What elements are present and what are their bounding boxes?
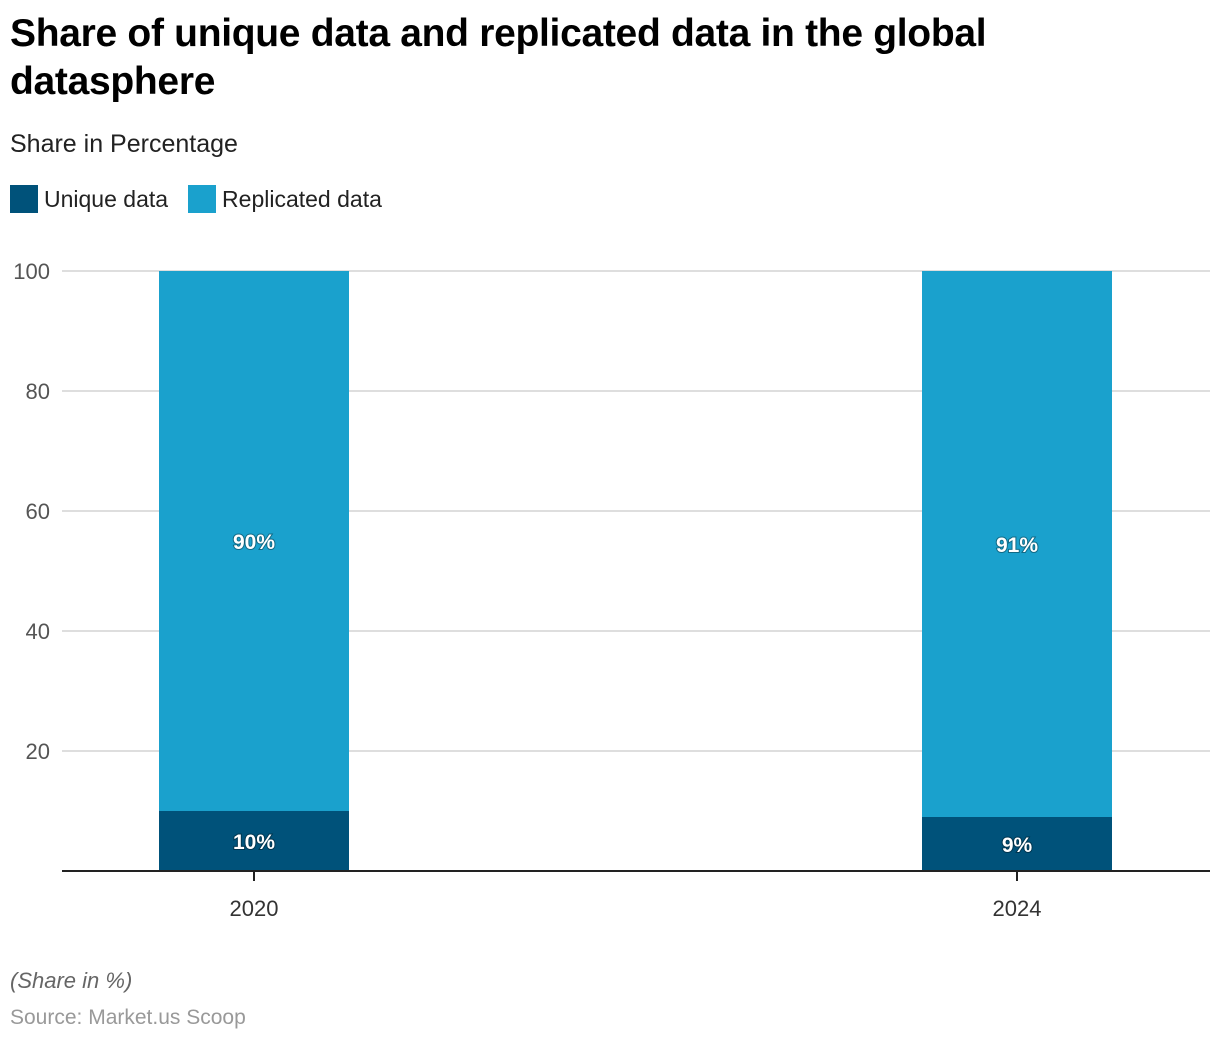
legend-label: Unique data — [44, 185, 169, 212]
y-tick-label: 40 — [26, 619, 50, 644]
axes: 2020 2024 — [62, 870, 1210, 921]
chart-subtitle: Share in Percentage — [10, 130, 238, 158]
legend-swatch-replicated-data — [188, 185, 217, 213]
legend-swatch-unique-data — [10, 185, 38, 213]
bar-data-label: 91% — [996, 534, 1038, 557]
bars — [159, 271, 1112, 871]
legend-item-unique-data[interactable]: Unique data — [10, 185, 168, 213]
chart-source: Source: Market.us Scoop — [10, 1006, 246, 1029]
legend: Unique data Replicated data — [10, 185, 402, 213]
bar-data-label: 90% — [233, 531, 275, 554]
data-labels: 10% 90% 9% 91% — [232, 530, 1039, 858]
legend-label: Replicated data — [222, 185, 382, 212]
bar-replicated-data-2020 — [159, 271, 349, 811]
x-tick-label: 2020 — [230, 896, 279, 921]
bar-unique-data-2020 — [159, 811, 349, 871]
y-tick-label: 80 — [26, 379, 50, 404]
bar-unique-data-2024 — [922, 817, 1112, 871]
chart-note: (Share in %) — [10, 968, 133, 993]
y-tick-label: 100 — [13, 259, 50, 284]
y-tick-label: 60 — [26, 499, 50, 524]
bar-data-label: 10% — [233, 831, 275, 854]
chart-title: Share of unique data and replicated data… — [10, 12, 987, 103]
bar-replicated-data-2024 — [922, 271, 1112, 817]
y-tick-label: 20 — [26, 739, 50, 764]
stacked-bar-chart: 20 40 60 80 100 10% 90% 9% 91% 2020 2024 — [13, 259, 1210, 921]
legend-item-replicated-data[interactable]: Replicated data — [188, 185, 382, 213]
bar-data-label: 9% — [1002, 834, 1033, 857]
x-tick-label: 2024 — [993, 896, 1042, 921]
